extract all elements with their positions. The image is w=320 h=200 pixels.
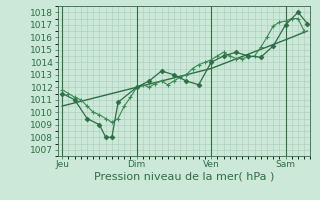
X-axis label: Pression niveau de la mer( hPa ): Pression niveau de la mer( hPa ) [94,172,274,182]
